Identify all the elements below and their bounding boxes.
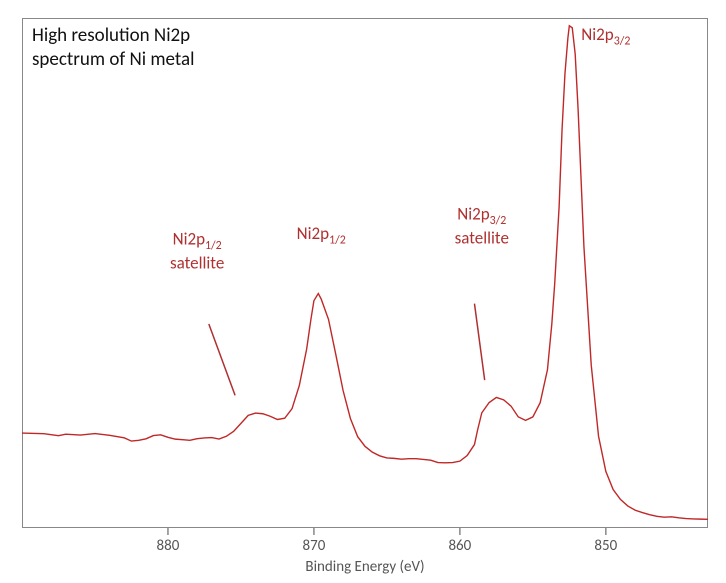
title-line-1: High resolution Ni2p [32,24,190,47]
x-tick-label: 880 [157,537,180,555]
title-line-2: spectrum of Ni metal [32,48,195,71]
x-tick-label: 870 [303,537,326,555]
x-tick-label: 860 [448,537,471,555]
annotation-pointer [474,304,484,381]
chart-title: High resolution Ni2p spectrum of Ni meta… [32,24,195,72]
chart-svg [0,0,726,583]
peak-label-ni2p32: Ni2p3/2 [581,25,630,49]
peak-label-ni2p12: Ni2p1/2 [297,223,346,247]
peak-label-sat32: Ni2p3/2satellite [455,204,509,248]
peak-label-sat12: Ni2p1/2satellite [170,229,224,273]
x-axis-label: Binding Energy (eV) [305,558,424,576]
x-tick-label: 850 [594,537,617,555]
xps-spectrum-chart: High resolution Ni2p spectrum of Ni meta… [0,0,726,583]
annotation-pointer [209,324,235,395]
spectrum-line [22,26,708,520]
